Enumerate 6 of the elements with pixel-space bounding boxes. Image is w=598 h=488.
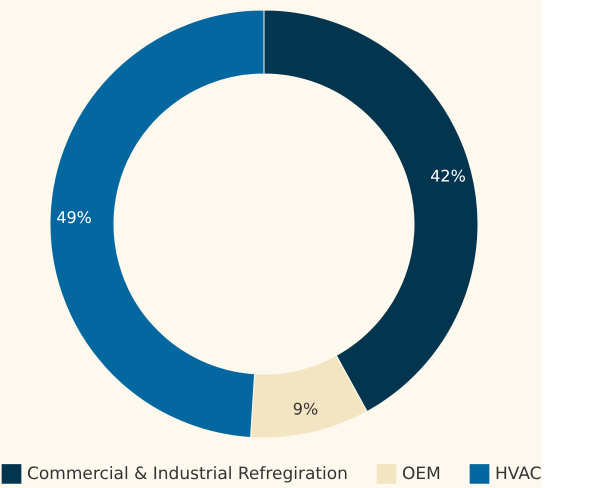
legend-label: Commercial & Industrial Refregiration [27,464,348,484]
data-label: 42% [430,166,466,186]
data-label: 49% [56,208,92,228]
legend-label: HVAC [495,464,542,484]
legend-label: OEM [402,464,441,484]
data-label: 9% [292,399,318,418]
